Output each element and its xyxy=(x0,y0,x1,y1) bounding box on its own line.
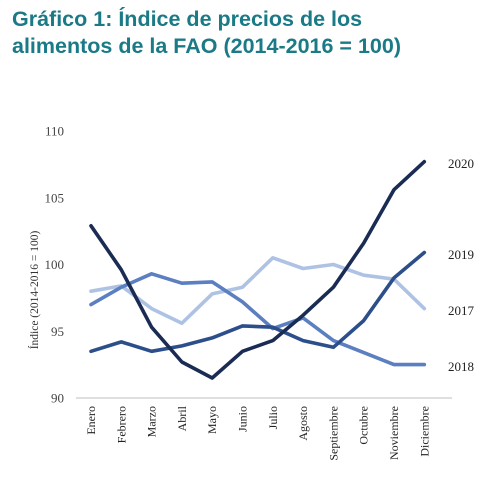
x-tick-label: Marzo xyxy=(145,406,159,437)
x-tick-label: Septiembre xyxy=(326,406,340,461)
chart-title-line-1: Gráfico 1: Índice de precios de los xyxy=(12,7,363,31)
x-tick-label: Noviembre xyxy=(387,406,401,460)
y-tick-label: 105 xyxy=(45,190,65,205)
chart-title: Gráfico 1: Índice de precios de los alim… xyxy=(12,6,488,60)
y-tick-label: 100 xyxy=(45,257,65,272)
x-tick-label: Junio xyxy=(236,406,250,432)
series-line-2019 xyxy=(89,250,427,354)
y-axis-label: Índice (2014-2016 = 100) xyxy=(27,231,41,350)
y-tick-label: 110 xyxy=(45,124,64,139)
series-line-2018 xyxy=(89,271,427,367)
x-tick-label: Abril xyxy=(175,405,189,431)
x-tick-label: Julio xyxy=(266,406,280,429)
series-label-2018: 2018 xyxy=(448,359,474,374)
x-tick-label: Febrero xyxy=(114,406,128,443)
x-tick-label: Agosto xyxy=(296,406,310,441)
chart-title-line-2: alimentos de la FAO (2014-2016 = 100) xyxy=(12,34,401,58)
series-line-2017 xyxy=(89,255,427,326)
x-tick-label: Octubre xyxy=(357,406,371,445)
series-line-2020 xyxy=(89,159,427,380)
y-tick-label: 90 xyxy=(51,391,64,406)
y-tick-label: 95 xyxy=(51,324,64,339)
x-tick-label: Diciembre xyxy=(417,406,431,457)
series-label-2020: 2020 xyxy=(448,156,474,171)
x-tick-label: Enero xyxy=(84,406,98,435)
series-label-2017: 2017 xyxy=(448,303,475,318)
x-tick-label: Mayo xyxy=(205,406,219,434)
series-label-2019: 2019 xyxy=(448,247,474,262)
